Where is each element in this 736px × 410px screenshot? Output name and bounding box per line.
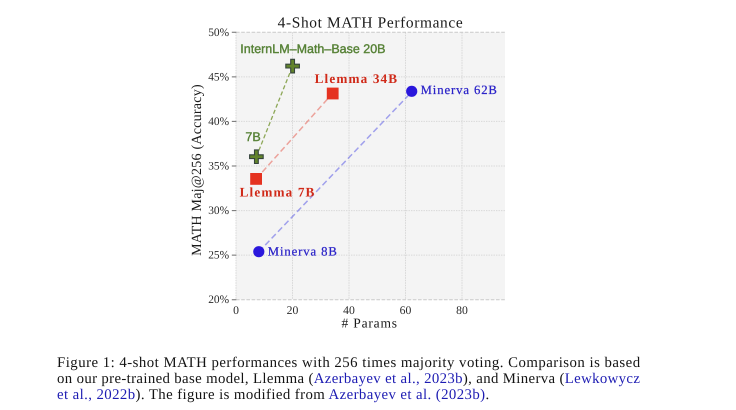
svg-text:20: 20 (287, 304, 299, 317)
svg-text:0: 0 (233, 304, 239, 317)
svg-text:MATH Maj@256 (Accuracy): MATH Maj@256 (Accuracy) (190, 84, 205, 256)
svg-text:Llemma 34B: Llemma 34B (315, 71, 399, 86)
svg-text:30%: 30% (208, 205, 229, 217)
svg-text:25%: 25% (208, 250, 229, 262)
svg-text:# Params: # Params (342, 315, 398, 330)
svg-text:40%: 40% (208, 116, 229, 128)
svg-text:20%: 20% (208, 294, 229, 306)
svg-text:7B: 7B (245, 130, 260, 144)
svg-text:35%: 35% (208, 161, 229, 173)
svg-text:40: 40 (343, 304, 355, 317)
svg-text:Llemma 7B: Llemma 7B (240, 185, 316, 200)
svg-text:Minerva 62B: Minerva 62B (421, 83, 498, 97)
svg-text:60: 60 (400, 304, 412, 317)
svg-text:80: 80 (456, 304, 468, 317)
svg-text:Minerva 8B: Minerva 8B (268, 245, 338, 259)
svg-text:4-Shot MATH Performance: 4-Shot MATH Performance (278, 15, 464, 32)
svg-text:45%: 45% (208, 71, 229, 83)
svg-text:50%: 50% (208, 27, 229, 39)
svg-text:InternLM–Math–Base 20B: InternLM–Math–Base 20B (240, 42, 385, 56)
